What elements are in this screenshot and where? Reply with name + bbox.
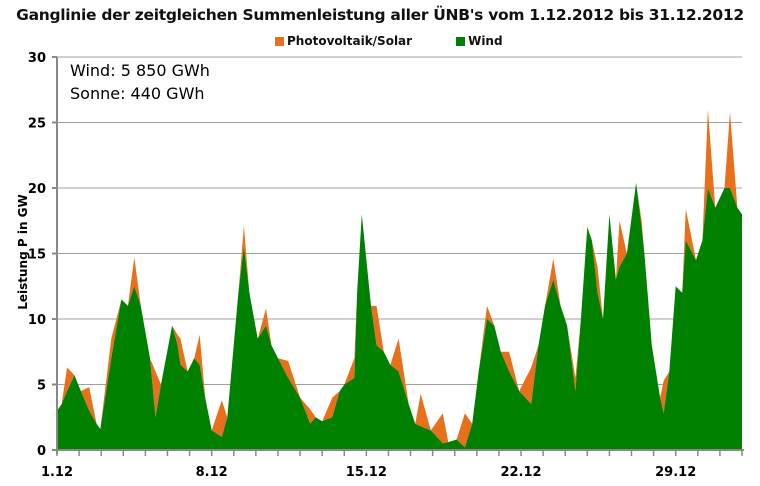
legend-item-solar: Photovoltaik/Solar [275, 34, 412, 48]
legend-swatch-solar [275, 37, 284, 46]
y-tick-label: 5 [37, 379, 46, 394]
legend-label-wind: Wind [468, 34, 503, 48]
chart-title: Ganglinie der zeitgleichen Summenleistun… [16, 6, 744, 24]
y-tick-label: 30 [28, 51, 46, 66]
y-tick-label: 10 [28, 313, 46, 328]
legend-swatch-wind [456, 37, 466, 46]
y-tick-label: 20 [28, 182, 46, 197]
area-wind [57, 182, 742, 451]
x-tick-label: 15.12 [346, 465, 387, 480]
y-tick-label: 0 [37, 444, 46, 459]
annotation-wind-total: Wind: 5 850 GWh [70, 61, 210, 80]
x-tick-label: 22.12 [500, 465, 541, 480]
legend-label-solar: Photovoltaik/Solar [287, 34, 413, 48]
legend-item-wind: Wind [456, 34, 503, 48]
y-tick-label: 25 [28, 117, 46, 132]
annotation-solar-total: Sonne: 440 GWh [70, 84, 205, 103]
y-tick-label: 15 [28, 248, 46, 263]
x-tick-label: 1.12 [41, 465, 73, 480]
legend: Photovoltaik/Solar Wind [275, 34, 503, 48]
x-tick-label: 29.12 [655, 465, 696, 480]
y-axis-label: Leistung P in GW [16, 194, 30, 310]
x-tick-label: 8.12 [196, 465, 228, 480]
